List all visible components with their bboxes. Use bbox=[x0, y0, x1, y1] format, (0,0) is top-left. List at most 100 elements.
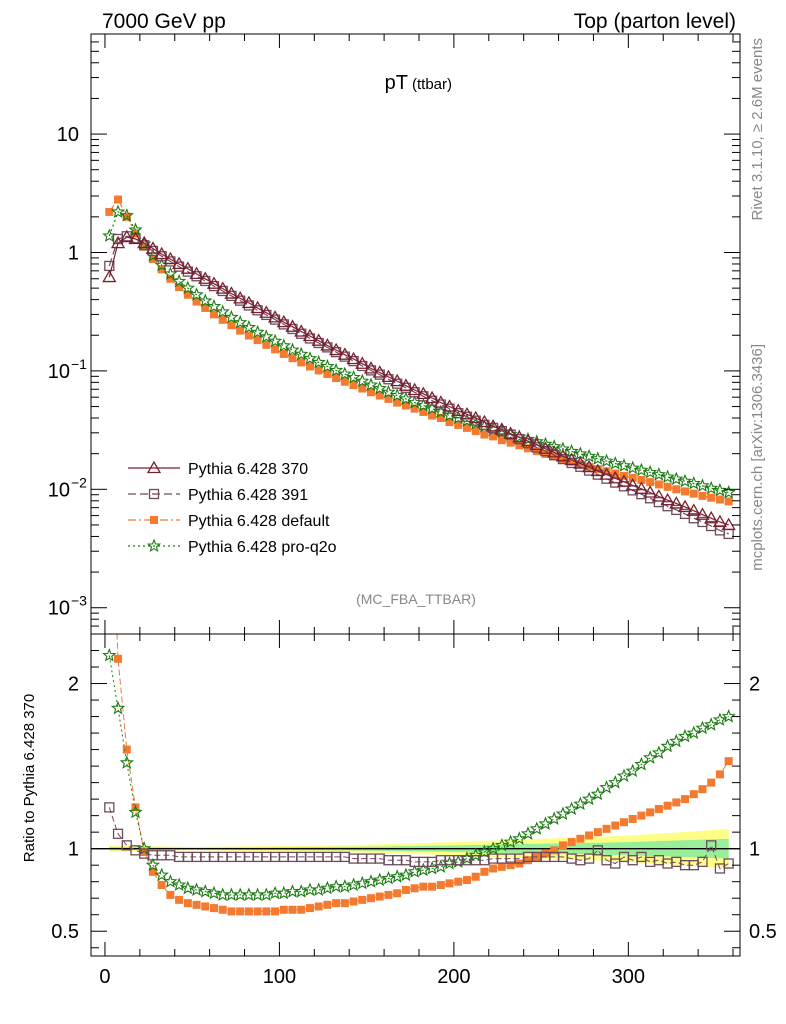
data-point bbox=[660, 469, 675, 484]
legend-label: Pythia 6.428 370 bbox=[188, 461, 308, 478]
ratio-point bbox=[669, 733, 684, 748]
ratio-point bbox=[672, 798, 681, 807]
data-point bbox=[669, 471, 684, 486]
data-point bbox=[163, 251, 178, 265]
ratio-point bbox=[166, 890, 175, 899]
ratio-point bbox=[407, 864, 422, 878]
data-point bbox=[271, 345, 280, 354]
data-point bbox=[209, 310, 218, 319]
data-point bbox=[285, 342, 300, 357]
ratio-point bbox=[695, 720, 710, 735]
ratio-point bbox=[524, 856, 533, 865]
ratio-frame bbox=[90, 633, 741, 957]
data-point bbox=[110, 204, 126, 219]
ratio-point bbox=[462, 876, 471, 885]
ratio-point bbox=[573, 796, 588, 811]
data-point bbox=[506, 438, 515, 447]
ratio-point bbox=[358, 895, 367, 904]
ratio-point bbox=[148, 867, 157, 876]
ratio-point bbox=[704, 717, 719, 731]
ratio-point bbox=[634, 757, 649, 771]
data-point bbox=[707, 493, 716, 502]
data-point bbox=[233, 315, 248, 329]
data-point bbox=[302, 328, 318, 342]
data-point bbox=[311, 333, 326, 346]
ratio-point bbox=[401, 885, 410, 894]
data-point bbox=[390, 387, 405, 402]
data-point bbox=[689, 489, 698, 498]
data-point bbox=[233, 291, 248, 304]
data-point bbox=[643, 485, 658, 498]
x-tick-label: 300 bbox=[612, 966, 645, 988]
ratio-point bbox=[192, 900, 201, 909]
ratio-point bbox=[157, 880, 166, 889]
ratio-point bbox=[276, 885, 291, 900]
data-point bbox=[634, 462, 649, 477]
data-point bbox=[471, 427, 480, 436]
ratio-point bbox=[558, 841, 567, 850]
data-point bbox=[616, 458, 632, 472]
ratio-point bbox=[236, 907, 245, 916]
ratio-point bbox=[112, 828, 124, 839]
data-point bbox=[520, 433, 536, 447]
data-point bbox=[268, 333, 283, 348]
data-point bbox=[590, 463, 605, 477]
data-point bbox=[363, 377, 379, 392]
data-point bbox=[721, 485, 736, 499]
ratio-point bbox=[355, 875, 370, 890]
ratio-point bbox=[305, 904, 314, 913]
y-tick-label: 10 bbox=[57, 124, 79, 146]
data-point bbox=[541, 449, 550, 458]
ratio-point bbox=[259, 887, 274, 902]
ratio-point bbox=[619, 818, 628, 827]
data-point bbox=[637, 475, 646, 484]
data-point bbox=[695, 478, 710, 492]
data-point bbox=[497, 436, 506, 445]
ratio-point bbox=[480, 867, 489, 876]
data-point bbox=[363, 361, 379, 374]
ratio-point bbox=[271, 907, 280, 916]
data-point bbox=[198, 271, 213, 284]
ratio-point bbox=[555, 806, 571, 820]
data-point bbox=[305, 362, 314, 371]
ratio-panel: 0.5 0.5 1 1 2 2 0 100 200 300 Ratio to Pythia 6.4… bbox=[21, 432, 777, 988]
ratio-point bbox=[611, 821, 620, 830]
data-point bbox=[410, 404, 419, 413]
ratio-point bbox=[616, 768, 632, 783]
data-point bbox=[236, 326, 245, 335]
data-point bbox=[454, 420, 463, 429]
data-point bbox=[564, 452, 579, 466]
data-point bbox=[677, 499, 693, 513]
ratio-y-tick-label: 0.5 bbox=[51, 921, 79, 943]
data-point bbox=[215, 281, 230, 294]
y-tick-label: 10 bbox=[48, 598, 70, 620]
data-point bbox=[250, 324, 265, 339]
data-point bbox=[206, 276, 222, 289]
ratio-point bbox=[723, 858, 734, 869]
data-point bbox=[381, 384, 396, 399]
ratio-point bbox=[253, 907, 262, 916]
data-point bbox=[677, 473, 693, 488]
data-point bbox=[355, 373, 370, 388]
data-point bbox=[462, 423, 471, 432]
data-point bbox=[401, 401, 410, 410]
data-point bbox=[608, 456, 623, 470]
ratio-point bbox=[698, 785, 707, 794]
data-point bbox=[503, 426, 518, 439]
data-point bbox=[468, 410, 483, 424]
data-point bbox=[372, 381, 387, 395]
ratio-point bbox=[529, 821, 544, 835]
ratio-point bbox=[105, 432, 113, 440]
ratio-point bbox=[110, 700, 126, 715]
data-point bbox=[337, 366, 352, 381]
ratio-point bbox=[576, 834, 585, 843]
data-point bbox=[651, 489, 666, 502]
ratio-point bbox=[660, 738, 675, 753]
data-point bbox=[625, 460, 640, 475]
data-point bbox=[547, 439, 562, 453]
data-point bbox=[672, 485, 681, 494]
header-right: Top (parton level) bbox=[574, 10, 736, 33]
ratio-point bbox=[332, 899, 341, 908]
legend-marker bbox=[150, 516, 158, 524]
